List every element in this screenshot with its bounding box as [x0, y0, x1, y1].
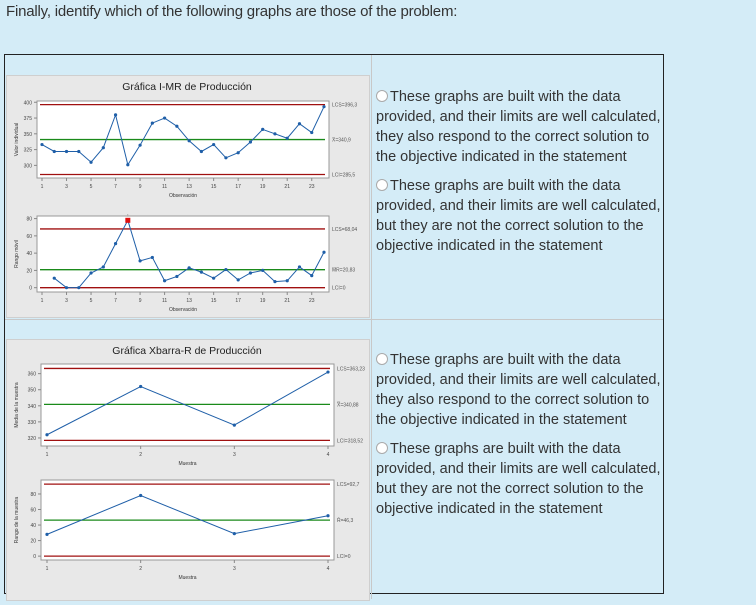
svg-text:2: 2 — [139, 566, 142, 572]
svg-text:11: 11 — [162, 298, 167, 304]
svg-text:340: 340 — [28, 404, 37, 410]
svg-text:2: 2 — [139, 452, 142, 458]
svg-text:LCI=0: LCI=0 — [332, 286, 346, 292]
radio-button-2[interactable] — [376, 179, 388, 191]
option-4[interactable]: These graphs are built with the data pro… — [376, 439, 661, 519]
chart-cell-xbar-r: Gráfica Xbarra-R de Producción 320 330 340 3… — [5, 319, 372, 601]
svg-text:300: 300 — [24, 163, 33, 169]
answer-row-imr: Gráfica I-MR de Producción 300 325 350 375 40… — [5, 55, 663, 320]
svg-text:3: 3 — [65, 184, 68, 190]
svg-text:320: 320 — [28, 436, 37, 442]
svg-text:Muestra: Muestra — [178, 575, 196, 581]
svg-text:9: 9 — [139, 184, 142, 190]
radio-button-1[interactable] — [376, 90, 388, 102]
svg-text:17: 17 — [235, 184, 241, 190]
option-2[interactable]: These graphs are built with the data pro… — [376, 176, 661, 256]
svg-text:4: 4 — [327, 452, 330, 458]
svg-text:5: 5 — [90, 298, 93, 304]
option-3[interactable]: These graphs are built with the data pro… — [376, 350, 661, 430]
svg-text:Muestra: Muestra — [178, 461, 196, 467]
svg-text:80: 80 — [30, 492, 36, 498]
xbar-r-chart: Gráfica Xbarra-R de Producción3203303403… — [14, 345, 365, 581]
svg-text:Rango móvil: Rango móvil — [14, 240, 20, 268]
svg-text:350: 350 — [28, 388, 37, 394]
svg-text:1: 1 — [41, 184, 44, 190]
svg-text:LCS=396,3: LCS=396,3 — [332, 103, 357, 109]
svg-text:Valor individual: Valor individual — [14, 123, 20, 157]
svg-text:3: 3 — [65, 298, 68, 304]
svg-text:17: 17 — [235, 298, 241, 304]
svg-text:21: 21 — [284, 298, 290, 304]
svg-text:13: 13 — [186, 298, 192, 304]
svg-text:350: 350 — [24, 132, 33, 138]
svg-text:M̄R=20,83: M̄R=20,83 — [332, 267, 355, 274]
radio-button-3[interactable] — [376, 353, 388, 365]
options-cell-xbar-r: These graphs are built with the data pro… — [372, 319, 663, 599]
svg-text:9: 9 — [139, 298, 142, 304]
svg-text:80: 80 — [26, 217, 32, 223]
svg-text:11: 11 — [162, 184, 167, 190]
svg-text:LCI=0: LCI=0 — [337, 554, 351, 560]
svg-text:LCS=363,23: LCS=363,23 — [337, 366, 365, 372]
svg-text:20: 20 — [26, 268, 32, 274]
svg-text:1: 1 — [46, 566, 49, 572]
svg-text:3: 3 — [233, 566, 236, 572]
svg-text:Observación: Observación — [169, 193, 197, 199]
imr-chart-panel: Gráfica I-MR de Producción 300 325 350 375 40… — [6, 75, 370, 318]
svg-text:40: 40 — [26, 251, 32, 257]
svg-text:23: 23 — [309, 184, 315, 190]
svg-text:LCI=318,52: LCI=318,52 — [337, 438, 363, 444]
svg-text:19: 19 — [260, 184, 266, 190]
svg-text:375: 375 — [24, 116, 33, 122]
svg-text:1: 1 — [41, 298, 44, 304]
svg-text:40: 40 — [30, 523, 36, 529]
options-cell-imr: These graphs are built with the data pro… — [372, 55, 663, 319]
svg-text:Rango de la muestra: Rango de la muestra — [14, 497, 20, 544]
svg-text:15: 15 — [211, 184, 217, 190]
svg-text:20: 20 — [30, 539, 36, 545]
svg-text:60: 60 — [30, 508, 36, 514]
svg-text:LCI=285,5: LCI=285,5 — [332, 173, 355, 179]
option-1-text: These graphs are built with the data pro… — [376, 89, 661, 165]
svg-text:LCS=92,7: LCS=92,7 — [337, 482, 360, 488]
answer-table: Gráfica I-MR de Producción 300 325 350 375 40… — [4, 54, 664, 601]
option-1[interactable]: These graphs are built with the data pro… — [376, 87, 661, 167]
svg-text:19: 19 — [260, 298, 266, 304]
svg-text:Gráfica Xbarra-R de Producción: Gráfica Xbarra-R de Producción — [112, 345, 262, 357]
svg-text:LCS=68,04: LCS=68,04 — [332, 227, 357, 233]
svg-text:0: 0 — [29, 286, 32, 292]
svg-text:60: 60 — [26, 234, 32, 240]
chart-cell-imr: Gráfica I-MR de Producción 300 325 350 375 40… — [5, 55, 372, 319]
question-prompt: Finally, identify which of the following… — [6, 3, 458, 20]
svg-text:5: 5 — [90, 184, 93, 190]
svg-text:0: 0 — [33, 554, 36, 560]
option-3-text: These graphs are built with the data pro… — [376, 352, 661, 428]
svg-text:7: 7 — [114, 184, 117, 190]
svg-text:7: 7 — [114, 298, 117, 304]
svg-text:15: 15 — [211, 298, 217, 304]
imr-chart: Gráfica I-MR de Producción30032535037540… — [14, 81, 357, 313]
svg-text:330: 330 — [28, 420, 37, 426]
svg-text:R̄=46,3: R̄=46,3 — [337, 517, 353, 524]
svg-text:X̄=340,9: X̄=340,9 — [332, 137, 351, 144]
svg-text:1: 1 — [127, 212, 130, 217]
svg-text:Gráfica I-MR de Producción: Gráfica I-MR de Producción — [122, 81, 252, 93]
radio-button-4[interactable] — [376, 442, 388, 454]
svg-text:1: 1 — [46, 452, 49, 458]
svg-text:X̿=340,88: X̿=340,88 — [337, 400, 359, 408]
svg-text:4: 4 — [327, 566, 330, 572]
option-4-text: These graphs are built with the data pro… — [376, 441, 661, 517]
svg-text:Media de la muestra: Media de la muestra — [14, 382, 20, 428]
svg-text:21: 21 — [284, 184, 290, 190]
xbar-r-chart-panel: Gráfica Xbarra-R de Producción 320 330 340 3… — [6, 339, 370, 601]
option-2-text: These graphs are built with the data pro… — [376, 178, 661, 254]
svg-text:400: 400 — [24, 100, 33, 106]
svg-text:325: 325 — [24, 148, 33, 154]
svg-text:3: 3 — [233, 452, 236, 458]
svg-text:23: 23 — [309, 298, 315, 304]
answer-row-xbar-r: Gráfica Xbarra-R de Producción 320 330 340 3… — [5, 319, 663, 601]
svg-text:Observación: Observación — [169, 307, 197, 313]
svg-text:360: 360 — [28, 372, 37, 378]
svg-text:13: 13 — [186, 184, 192, 190]
